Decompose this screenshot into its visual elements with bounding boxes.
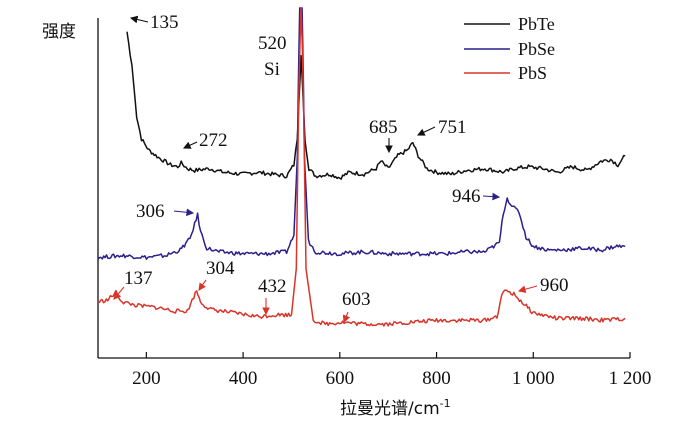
series-line-pbte xyxy=(126,31,626,180)
x-tick-label: 1 000 xyxy=(512,368,555,389)
y-axis-title: 强度 xyxy=(42,22,76,42)
series-line-pbs xyxy=(97,7,626,327)
annotation-si-label: Si xyxy=(264,59,280,80)
annotation-pbs-603: 603 xyxy=(342,289,371,310)
annotation-pbte-751: 751 xyxy=(438,117,467,138)
annotation-pbse-946: 946 xyxy=(452,186,481,207)
annotation-arrow-pbse-946 xyxy=(482,192,501,201)
x-axis-title-text: 拉曼光谱/cm xyxy=(340,399,440,419)
x-axis-title: 拉曼光谱/cm-1 xyxy=(340,397,451,419)
annotation-pbs-432: 432 xyxy=(258,276,287,297)
annotation-pbse-306: 306 xyxy=(136,201,165,222)
legend: PbTe PbSe PbS xyxy=(464,14,555,83)
x-axis-title-sup: -1 xyxy=(440,397,451,410)
annotation-arrow-pbs-304 xyxy=(198,279,207,291)
x-ticks: 200 400 600 800 1 000 1 200 xyxy=(132,352,651,389)
x-tick-label: 800 xyxy=(422,368,451,389)
x-tick-label: 400 xyxy=(229,368,258,389)
x-tick-label: 200 xyxy=(132,368,161,389)
annotation-arrow-pbs-137 xyxy=(113,286,125,300)
annotation-pbte-272: 272 xyxy=(199,130,228,151)
annotation-pbs-137: 137 xyxy=(124,268,153,289)
annotation-arrow-pbs-603 xyxy=(342,311,351,324)
annotation-arrow-pbte-272 xyxy=(183,141,198,149)
annotation-arrow-pbs-960 xyxy=(517,285,538,293)
annotation-pbte-685: 685 xyxy=(369,117,398,138)
annotations: 135 272 685 751 520 Si 306 946 137 304 4… xyxy=(113,12,569,324)
annotation-si-520: 520 xyxy=(258,33,287,54)
annotation-arrow-pbte-751 xyxy=(417,126,436,136)
annotation-pbte-135: 135 xyxy=(150,12,179,33)
series-line-pbse xyxy=(97,7,626,260)
legend-label-pbse: PbSe xyxy=(518,39,555,59)
annotation-pbs-304: 304 xyxy=(206,258,235,279)
annotation-pbs-960: 960 xyxy=(540,275,569,296)
legend-label-pbs: PbS xyxy=(518,63,547,83)
x-tick-label: 600 xyxy=(326,368,355,389)
series-lines xyxy=(97,7,626,327)
annotation-arrow-pbte-135 xyxy=(129,15,149,24)
annotation-arrow-pbse-306 xyxy=(173,208,195,217)
legend-label-pbte: PbTe xyxy=(518,14,555,34)
x-tick-label: 1 200 xyxy=(609,368,652,389)
